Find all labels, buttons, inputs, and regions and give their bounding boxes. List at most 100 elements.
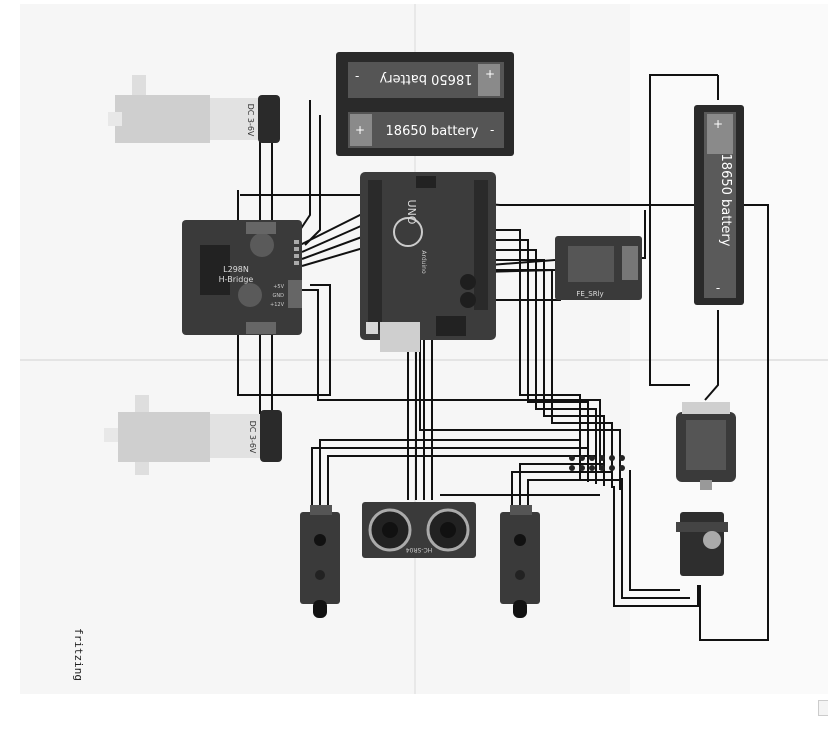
- wire-ir-left-c: [327, 455, 596, 510]
- junction-dot: [619, 465, 625, 471]
- servo-horn: [703, 531, 721, 549]
- battery-pack-label-a: 18650 battery: [379, 71, 472, 86]
- motor-bottom-body: [210, 414, 262, 458]
- battery-right-minus: -: [716, 281, 720, 295]
- corner-app-icon: [818, 700, 828, 716]
- arduino-brand: UNO: [405, 200, 418, 225]
- relay-terminal: [622, 246, 638, 280]
- ir-right-header: [510, 505, 532, 515]
- dc-motor-can: [686, 420, 726, 470]
- driver-capacitor-a: [250, 233, 274, 257]
- arduino-cap-b: [460, 292, 476, 308]
- ir-right-board: [500, 512, 540, 604]
- ultrasonic-transducer-right-core: [440, 522, 456, 538]
- arduino-usb: [380, 322, 420, 352]
- junction-dot: [589, 455, 595, 461]
- driver-terminal-power: [288, 280, 302, 308]
- servo-motor: [676, 512, 728, 576]
- wire-servo-c: [613, 486, 699, 607]
- wire-battery-to-motor: [649, 74, 718, 386]
- driver-heatsink: [200, 245, 230, 295]
- motor-top-shaft: [108, 112, 122, 126]
- junction-dot: [609, 465, 615, 471]
- junction-dot: [589, 465, 595, 471]
- junction-dot: [579, 465, 585, 471]
- driver-pin: [294, 254, 299, 258]
- wire-driver-signal-1: [299, 209, 371, 246]
- wire-servo-a: [629, 470, 680, 591]
- junction-dot: [599, 455, 605, 461]
- driver-pin-5v: +5V: [273, 284, 284, 290]
- ultrasonic-transducer-left-core: [382, 522, 398, 538]
- driver-terminal-top: [246, 222, 276, 234]
- battery-right: + - 18650 battery: [694, 105, 744, 305]
- battery-cell-a-cap: [478, 64, 500, 96]
- wire-servo-b: [621, 478, 690, 599]
- ir-right-pot: [514, 534, 526, 546]
- arduino-logo-ring: [393, 217, 423, 247]
- arduino-sub: Arduino: [420, 250, 427, 274]
- driver-header-pins: [294, 240, 299, 265]
- ir-right-led: [515, 570, 525, 580]
- wire-bus-4: [495, 259, 605, 486]
- wire-ir-right-b: [511, 471, 612, 510]
- motor-top-gearbox: [115, 95, 210, 143]
- junction-dot: [609, 455, 615, 461]
- arduino-header-right: [474, 180, 488, 310]
- motor-bottom-shaft: [104, 428, 118, 442]
- motor-bottom-label: DC 3-6V: [248, 421, 257, 454]
- arduino-reset-button: [366, 322, 378, 334]
- junction-dot: [569, 455, 575, 461]
- driver-pin: [294, 261, 299, 265]
- battery-cell-b-cap: [350, 114, 372, 146]
- wire-ir-left-a: [319, 439, 580, 510]
- junction-dot: [619, 455, 625, 461]
- battery-pack-top: 18650 battery + - 18650 battery + -: [336, 52, 514, 156]
- junction-dot: [579, 455, 585, 461]
- arduino-uno: UNO Arduino: [360, 172, 496, 352]
- wire-driver-signal-2: [301, 221, 371, 253]
- wire-driver-signal-4: [301, 245, 371, 267]
- dc-motor-shaft: [700, 480, 712, 490]
- wire-battery-to-driver-a: [299, 100, 311, 231]
- arduino-icsp: [416, 176, 436, 188]
- battery-minus-a: -: [355, 69, 359, 83]
- ir-sensor-left: [300, 505, 340, 618]
- ultrasonic-sensor: HC-SR04: [362, 502, 476, 558]
- wire-ir-left-b: [311, 447, 588, 510]
- driver-label-2: H-Bridge: [219, 275, 254, 284]
- motor-top-label: DC 3-6V: [246, 104, 255, 137]
- ir-left-led: [315, 570, 325, 580]
- battery-right-label: 18650 battery: [718, 154, 733, 247]
- ir-left-pot: [314, 534, 326, 546]
- wire-bus-3: [495, 249, 597, 484]
- arduino-power-jack: [436, 316, 466, 336]
- dc-motor-top: [682, 402, 730, 414]
- wire-bus-5: [495, 269, 613, 488]
- battery-cell-b: [348, 112, 504, 148]
- ir-right-emitter: [513, 600, 527, 618]
- wire-driver-signal-3: [301, 233, 371, 260]
- ultrasonic-label: HC-SR04: [406, 546, 433, 553]
- motor-driver-l298n: L298N H-Bridge +5V GND +12V: [182, 220, 302, 335]
- junction-dot: [569, 465, 575, 471]
- driver-pin-12v: +12V: [270, 302, 285, 308]
- gear-motor-top: DC 3-6V: [108, 75, 280, 143]
- relay-label: FE_SRly: [576, 290, 603, 298]
- motor-top-body: [210, 98, 260, 140]
- driver-pin-gnd: GND: [273, 293, 285, 299]
- driver-terminal-bottom: [246, 322, 276, 334]
- motor-top-endcap: [258, 95, 280, 143]
- wire-battery-bottom-to-motor: [704, 310, 719, 401]
- junction-dot: [599, 465, 605, 471]
- ir-left-emitter: [313, 600, 327, 618]
- dc-motor: [676, 402, 736, 490]
- motor-bottom-gearbox: [118, 412, 210, 462]
- battery-plus-a: +: [485, 67, 495, 81]
- battery-minus-b: -: [490, 123, 494, 137]
- motor-bottom-endcap: [260, 410, 282, 462]
- junction-dots: [569, 455, 625, 471]
- driver-label-1: L298N: [223, 265, 249, 274]
